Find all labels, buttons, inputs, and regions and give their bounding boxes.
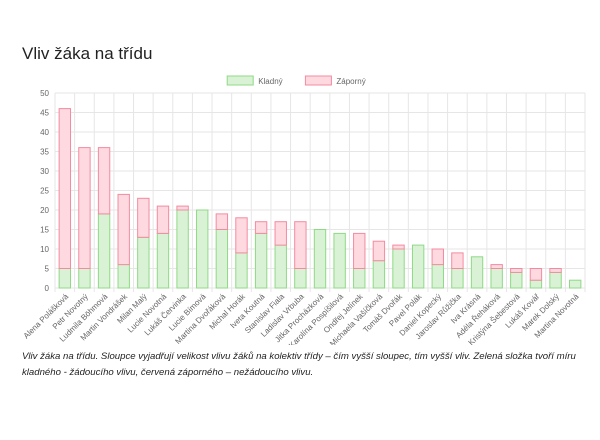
y-tick-label: 10: [40, 245, 49, 254]
bar-kladny[interactable]: [568, 279, 582, 289]
bar-zaporny[interactable]: [451, 252, 464, 269]
legend-label[interactable]: Záporný: [336, 77, 365, 86]
bar-kladny[interactable]: [97, 213, 111, 289]
bar-zaporny[interactable]: [117, 193, 130, 266]
bar-kladny[interactable]: [549, 271, 562, 289]
bar-kladny[interactable]: [215, 229, 229, 289]
bar-zaporny[interactable]: [254, 221, 268, 234]
bar-zaporny[interactable]: [156, 205, 170, 234]
bar-zaporny[interactable]: [490, 264, 503, 270]
bar-kladny[interactable]: [254, 232, 268, 289]
y-tick-label: 5: [45, 265, 50, 274]
y-tick-label: 20: [40, 206, 49, 215]
bar-zaporny[interactable]: [529, 268, 543, 281]
bars: [58, 108, 582, 289]
bar-kladny[interactable]: [78, 268, 91, 289]
bar-kladny[interactable]: [353, 268, 366, 289]
bar-kladny[interactable]: [294, 268, 307, 289]
figure-caption: Vliv žáka na třídu. Sloupce vyjadřují ve…: [22, 351, 576, 378]
y-tick-label: 0: [45, 284, 50, 293]
y-tick-label: 35: [40, 148, 49, 157]
bar-kladny[interactable]: [411, 244, 425, 289]
bar-zaporny[interactable]: [176, 205, 189, 211]
y-tick-label: 30: [40, 167, 49, 176]
legend: Kladný Záporný: [226, 75, 366, 86]
bar-kladny[interactable]: [333, 232, 346, 289]
bar-zaporny[interactable]: [294, 221, 307, 269]
bar-kladny[interactable]: [529, 279, 543, 289]
bar-kladny[interactable]: [156, 232, 170, 289]
legend-label[interactable]: Kladný: [258, 77, 282, 86]
stacked-bar-chart: Kladný Záporný 0 5 10 15 20 25 30 35 40 45 50 Alena…: [22, 75, 586, 350]
bar-zaporny[interactable]: [274, 221, 287, 246]
bar-zaporny[interactable]: [235, 217, 248, 254]
bar-kladny[interactable]: [58, 268, 72, 289]
bar-zaporny[interactable]: [372, 240, 386, 262]
bar-kladny[interactable]: [176, 209, 189, 289]
bar-kladny[interactable]: [372, 260, 386, 289]
bar-zaporny[interactable]: [137, 197, 150, 238]
bar-kladny[interactable]: [235, 252, 248, 289]
y-tick-label: 50: [40, 89, 49, 98]
bar-kladny[interactable]: [451, 268, 464, 289]
bar-kladny[interactable]: [137, 236, 150, 289]
bar-kladny[interactable]: [510, 271, 523, 289]
y-tick-label: 40: [40, 128, 49, 137]
bar-zaporny[interactable]: [78, 147, 91, 269]
legend-swatch-kladny[interactable]: [226, 75, 254, 86]
bar-kladny[interactable]: [313, 229, 327, 289]
bar-zaporny[interactable]: [549, 268, 562, 273]
bar-zaporny[interactable]: [58, 108, 72, 269]
bar-kladny[interactable]: [274, 244, 287, 289]
grid: [54, 92, 586, 292]
bar-kladny[interactable]: [470, 256, 484, 289]
bar-zaporny[interactable]: [392, 244, 405, 250]
bar-kladny[interactable]: [431, 264, 444, 289]
bar-zaporny[interactable]: [215, 213, 229, 230]
y-tick-label: 45: [40, 109, 49, 118]
bar-zaporny[interactable]: [510, 268, 523, 273]
bar-zaporny[interactable]: [97, 147, 111, 215]
page-title: Vliv žáka na třídu: [22, 44, 153, 63]
bar-kladny[interactable]: [490, 268, 503, 289]
y-tick-label: 25: [40, 187, 49, 196]
y-tick-label: 15: [40, 226, 49, 235]
bar-kladny[interactable]: [392, 248, 405, 289]
chart-container: Kladný Záporný 0 5 10 15 20 25 30 35 40 45 50 Alena…: [0, 70, 600, 350]
legend-swatch-zaporny[interactable]: [304, 75, 332, 86]
bar-zaporny[interactable]: [431, 248, 444, 266]
bar-kladny[interactable]: [196, 209, 209, 289]
bar-kladny[interactable]: [117, 264, 130, 289]
bar-zaporny[interactable]: [353, 232, 366, 269]
y-axis: 0 5 10 15 20 25 30 35 40 45 50: [40, 89, 49, 293]
